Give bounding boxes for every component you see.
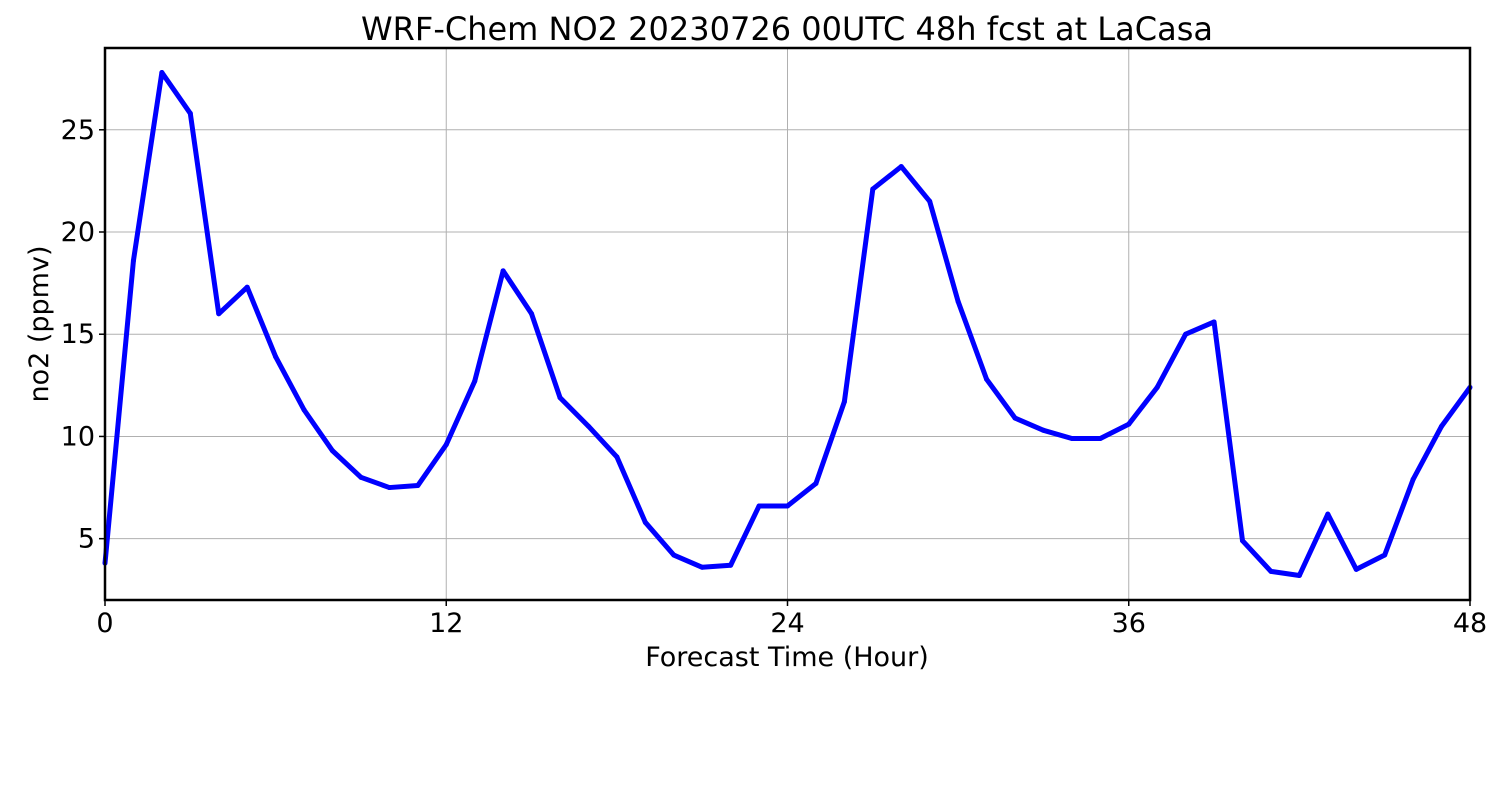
data-point bbox=[1240, 538, 1245, 544]
data-point bbox=[1126, 421, 1132, 427]
data-point bbox=[500, 268, 506, 274]
data-point bbox=[529, 311, 535, 317]
data-point bbox=[671, 552, 677, 558]
data-point bbox=[557, 395, 563, 401]
data-point bbox=[1325, 511, 1331, 517]
grid bbox=[104, 48, 1471, 600]
y-tick-label: 5 bbox=[78, 524, 95, 555]
y-tick-label: 15 bbox=[61, 319, 95, 350]
y-tick-label: 20 bbox=[61, 217, 95, 248]
data-point bbox=[472, 378, 478, 384]
data-point bbox=[1296, 572, 1302, 578]
data-point bbox=[216, 311, 222, 317]
data-point bbox=[330, 448, 335, 454]
data-point bbox=[955, 299, 961, 305]
data-point bbox=[1268, 568, 1274, 574]
data-point bbox=[1439, 423, 1445, 429]
x-tick-label: 24 bbox=[770, 608, 804, 639]
data-point bbox=[927, 198, 933, 204]
x-axis-label: Forecast Time (Hour) bbox=[645, 642, 929, 673]
x-tick-label: 12 bbox=[429, 608, 463, 639]
data-point bbox=[813, 480, 819, 486]
data-point bbox=[785, 503, 790, 509]
data-point bbox=[728, 562, 734, 568]
data-point bbox=[614, 454, 620, 460]
data-point bbox=[244, 284, 250, 290]
data-point bbox=[1211, 319, 1217, 325]
chart-title: WRF-Chem NO2 20230726 00UTC 48h fcst at … bbox=[361, 10, 1213, 48]
data-point bbox=[273, 354, 279, 360]
ticks: 0 12 24 36 48 5 10 15 20 25 bbox=[61, 115, 1488, 639]
y-tick-label: 25 bbox=[61, 115, 95, 146]
data-point bbox=[1183, 331, 1189, 337]
x-tick-label: 48 bbox=[1453, 608, 1487, 639]
data-point bbox=[443, 442, 449, 448]
y-axis-label: no2 (ppmv) bbox=[24, 245, 55, 402]
data-point bbox=[1069, 435, 1075, 441]
data-point bbox=[358, 474, 364, 480]
data-point bbox=[1040, 427, 1046, 433]
data-point bbox=[699, 564, 705, 570]
data-point bbox=[301, 407, 307, 413]
data-point bbox=[386, 485, 392, 491]
data-point bbox=[1154, 384, 1160, 390]
y-tick-label: 10 bbox=[61, 421, 95, 452]
data-point bbox=[984, 376, 990, 382]
data-point bbox=[1097, 435, 1103, 441]
data-point bbox=[756, 503, 762, 509]
x-tick-label: 0 bbox=[96, 608, 113, 639]
data-point bbox=[841, 399, 847, 405]
data-point bbox=[585, 423, 591, 429]
data-point bbox=[159, 70, 165, 76]
data-point bbox=[642, 519, 648, 525]
data-point bbox=[870, 186, 876, 192]
data-point bbox=[1382, 552, 1388, 558]
data-point bbox=[898, 164, 904, 170]
data-point bbox=[415, 483, 421, 489]
x-tick-label: 36 bbox=[1112, 608, 1146, 639]
data-point bbox=[130, 258, 136, 264]
data-point bbox=[1012, 415, 1018, 421]
data-point bbox=[187, 110, 193, 116]
data-point bbox=[1353, 566, 1359, 572]
data-point bbox=[1410, 476, 1416, 482]
